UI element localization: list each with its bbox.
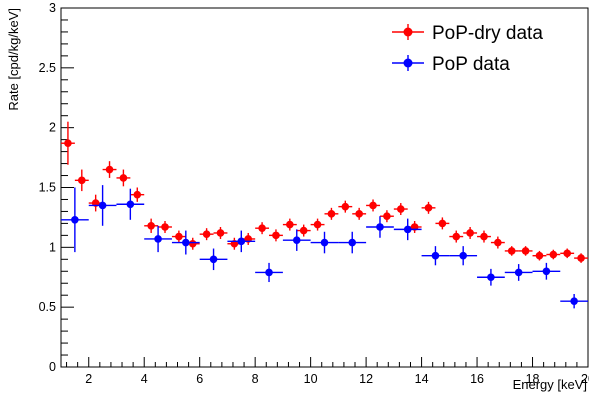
legend-label: PoP data (432, 54, 510, 75)
data-point (320, 238, 329, 247)
data-point (154, 235, 162, 243)
data-point (521, 247, 530, 255)
series-2 (61, 185, 588, 309)
y-tick-label: 0.5 (39, 300, 56, 314)
data-point (507, 247, 516, 255)
x-tick-label: 2 (85, 372, 92, 386)
data-point (383, 212, 391, 221)
y-tick-label: 1 (49, 240, 56, 254)
legend-marker (403, 27, 413, 37)
x-tick-label: 14 (415, 372, 429, 386)
data-point (424, 204, 433, 212)
data-point (396, 205, 405, 213)
x-tick-label: 4 (141, 372, 148, 386)
data-point (570, 297, 578, 305)
y-tick-label: 1.5 (39, 181, 56, 195)
data-point (459, 251, 467, 260)
data-point (313, 220, 322, 229)
data-point (286, 220, 294, 229)
data-point (327, 210, 336, 218)
y-axis: 0 0.5 1 1.5 2 2.5 3 (39, 1, 74, 374)
data-point (265, 268, 273, 277)
data-point (126, 200, 135, 209)
data-point (542, 267, 551, 276)
data-point (487, 273, 495, 282)
x-tick-label: 16 (470, 372, 484, 386)
data-point (237, 237, 246, 246)
data-point (535, 251, 544, 260)
x-axis-title: Energy [keV] (513, 377, 587, 392)
data-point (64, 139, 72, 148)
legend: PoP-dry data PoP data (392, 23, 543, 75)
data-point (147, 221, 155, 230)
series-layer (61, 121, 588, 309)
data-point (376, 223, 384, 231)
data-point (438, 219, 447, 228)
data-point (494, 238, 502, 247)
data-point (175, 232, 183, 241)
data-point (341, 202, 350, 211)
data-point (272, 231, 280, 240)
data-point (431, 251, 440, 260)
series-1 (61, 121, 588, 263)
data-point (133, 190, 142, 199)
data-point (452, 232, 461, 241)
legend-label: PoP-dry data (432, 23, 543, 44)
y-tick-label: 2 (49, 121, 56, 135)
data-point (299, 226, 308, 235)
data-point (369, 201, 377, 210)
data-point (403, 225, 412, 234)
x-tick-label: 20 (581, 372, 589, 386)
data-point (348, 238, 357, 247)
x-tick-label: 12 (359, 372, 373, 386)
data-point (563, 249, 571, 258)
x-axis: 2 4 6 8 10 12 14 16 18 20 (66, 357, 589, 386)
data-point (71, 216, 79, 224)
data-point (161, 223, 169, 231)
data-point (514, 268, 523, 277)
y-tick-label: 2.5 (39, 61, 56, 75)
data-point (355, 210, 363, 218)
legend-marker (403, 58, 413, 68)
data-point (182, 238, 190, 247)
data-point (119, 174, 128, 182)
data-point (78, 176, 86, 185)
y-tick-label: 3 (49, 1, 56, 15)
data-point (577, 254, 585, 262)
y-tick-label: 0 (49, 360, 56, 374)
data-point (258, 224, 266, 232)
data-point (188, 239, 197, 248)
x-tick-label: 8 (252, 372, 259, 386)
y-axis-title: Rate [cpd/kg/keV] (6, 8, 21, 111)
data-point (209, 255, 218, 264)
data-point (105, 165, 114, 174)
data-point (202, 230, 211, 238)
data-point (292, 236, 301, 244)
x-tick-label: 18 (526, 372, 540, 386)
data-point (98, 201, 107, 210)
data-point (216, 229, 225, 237)
x-tick-label: 6 (196, 372, 203, 386)
data-point (480, 232, 488, 241)
data-point (466, 229, 474, 237)
x-tick-label: 10 (304, 372, 318, 386)
data-point (549, 250, 558, 259)
